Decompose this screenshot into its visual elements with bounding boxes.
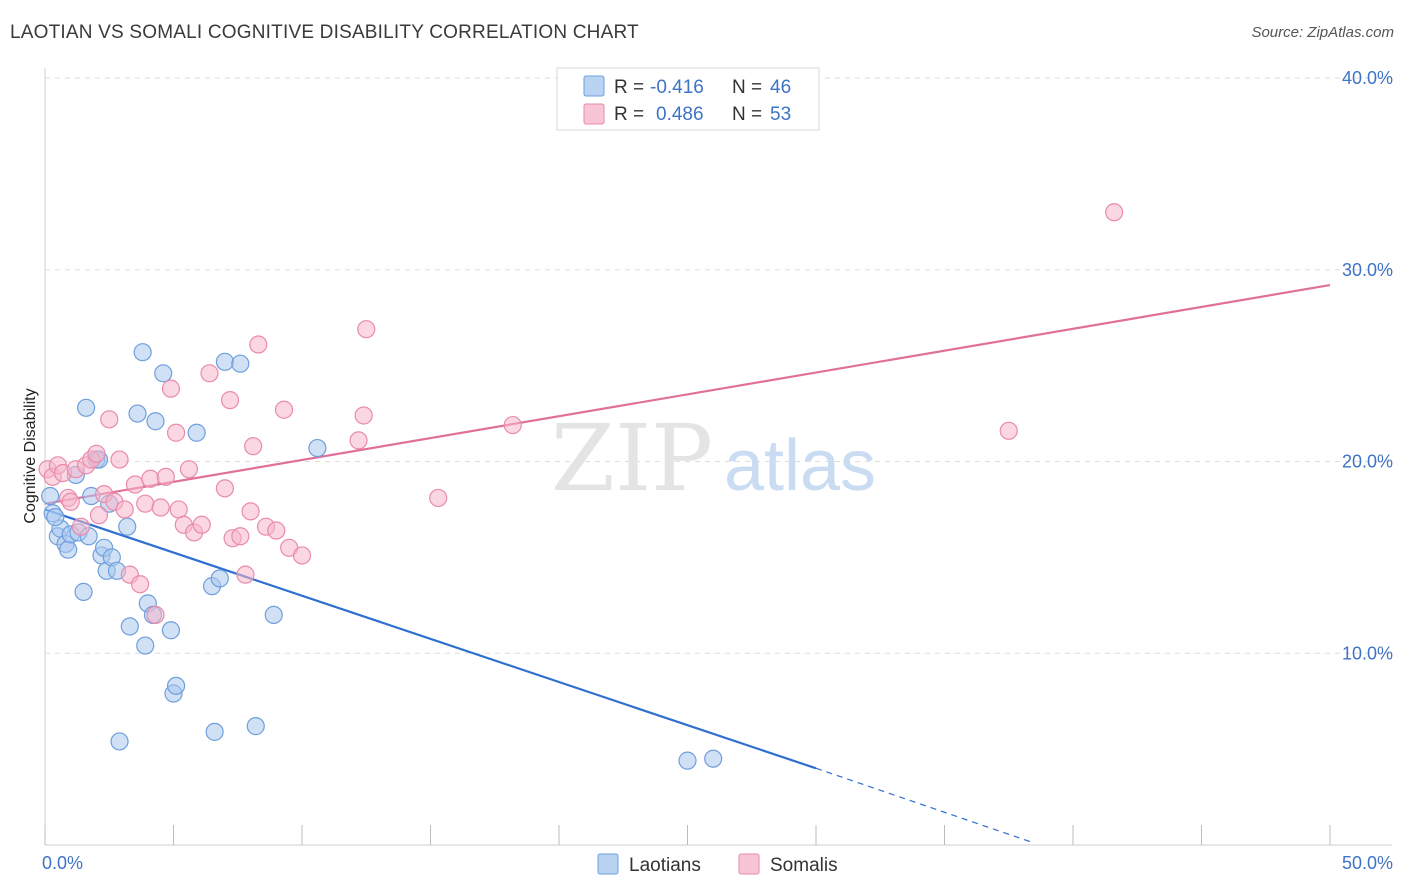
- trend-extension-laotians: [815, 767, 1035, 844]
- point-laotians-31: [166, 676, 186, 695]
- y-tick-label-30: 30.0%: [1342, 260, 1393, 280]
- point-somalis-31: [192, 515, 211, 534]
- point-somalis-25: [161, 379, 181, 398]
- tick-labels: 10.0% 20.0% 30.0% 40.0% 0.0% 50.0%: [42, 68, 1393, 873]
- watermark-atlas: atlas: [724, 426, 876, 506]
- point-laotians-23: [133, 343, 152, 362]
- y-tick-label-40: 40.0%: [1342, 68, 1393, 88]
- point-somalis-23: [151, 498, 170, 517]
- stats-legend: R = -0.416 N = 46 R = 0.486 N = 53: [556, 67, 820, 131]
- point-laotians-34: [205, 722, 224, 741]
- point-somalis-45: [292, 546, 312, 565]
- legend-label-laotians: Laotians: [629, 855, 701, 876]
- axes: [44, 68, 1392, 846]
- point-somalis-46: [349, 431, 368, 450]
- stats-legend-n-value-somalis: 53: [770, 104, 791, 125]
- point-somalis-47: [354, 406, 373, 425]
- point-somalis-19: [130, 575, 150, 594]
- point-somalis-29: [179, 460, 199, 479]
- chart-title: LAOTIAN VS SOMALI COGNITIVE DISABILITY C…: [10, 22, 639, 43]
- point-laotians-43: [46, 508, 65, 527]
- stats-legend-n-value-laotians: 46: [770, 77, 791, 98]
- stats-legend-r-value-laotians: -0.416: [650, 77, 704, 98]
- point-laotians-9: [74, 582, 93, 601]
- legend-swatch-somalis: [738, 853, 760, 875]
- point-somalis-38: [241, 502, 260, 521]
- point-somalis-49: [429, 488, 448, 508]
- watermark: ZIP atlas: [551, 405, 876, 512]
- point-laotians-27: [146, 412, 165, 431]
- point-laotians-21: [120, 617, 139, 636]
- chart-source: Source: ZipAtlas.com: [1251, 24, 1394, 41]
- trend-lines: [44, 284, 1331, 844]
- point-somalis-21: [141, 469, 160, 488]
- point-somalis-10: [87, 444, 106, 463]
- point-laotians-24: [136, 636, 155, 655]
- point-laotians-5: [59, 540, 78, 559]
- y-tick-label-20: 20.0%: [1342, 452, 1393, 472]
- point-laotians-20: [118, 517, 137, 536]
- point-somalis-52: [1105, 203, 1124, 222]
- point-laotians-28: [154, 364, 173, 383]
- point-somalis-11: [89, 506, 109, 525]
- point-laotians-38: [246, 717, 265, 736]
- legend-swatch-laotians: [597, 853, 619, 875]
- point-laotians-19: [110, 732, 129, 751]
- stats-legend-r-label-somalis: R =: [614, 104, 644, 125]
- point-laotians-29: [161, 621, 181, 640]
- point-somalis-48: [357, 320, 376, 339]
- point-somalis-20: [136, 494, 155, 513]
- point-somalis-26: [166, 423, 186, 442]
- point-laotians-36: [215, 352, 234, 371]
- point-somalis-16: [115, 500, 134, 519]
- point-laotians-0: [41, 486, 60, 506]
- point-laotians-40: [308, 438, 327, 458]
- point-somalis-5: [61, 492, 80, 511]
- legend-label-somalis: Somalis: [770, 855, 838, 876]
- point-somalis-15: [110, 450, 129, 469]
- point-somalis-18: [125, 475, 145, 494]
- point-somalis-43: [274, 400, 294, 419]
- point-somalis-24: [156, 467, 175, 486]
- data-points: [38, 203, 1124, 770]
- point-laotians-35: [210, 569, 229, 588]
- point-somalis-34: [220, 391, 240, 410]
- trend-line-laotians: [44, 508, 817, 770]
- point-somalis-37: [236, 565, 255, 584]
- stats-legend-swatch-laotians: [583, 75, 605, 97]
- point-somalis-32: [200, 364, 219, 383]
- point-somalis-7: [71, 517, 91, 536]
- x-tick-label-50: 50.0%: [1342, 853, 1393, 873]
- stats-legend-n-label-somalis: N =: [732, 104, 762, 125]
- point-somalis-22: [146, 605, 165, 625]
- point-somalis-39: [244, 437, 263, 456]
- point-somalis-36: [231, 527, 250, 546]
- point-somalis-42: [267, 521, 286, 540]
- point-somalis-40: [249, 335, 268, 354]
- point-laotians-37: [231, 354, 250, 373]
- stats-legend-swatch-somalis: [583, 103, 605, 125]
- y-axis-title: Cognitive Disability: [22, 388, 39, 523]
- x-tick-label-0: 0.0%: [42, 853, 83, 873]
- point-somalis-27: [169, 500, 188, 519]
- series-legend: Laotians Somalis: [597, 853, 838, 876]
- point-laotians-32: [187, 423, 206, 442]
- point-somalis-33: [215, 479, 234, 498]
- y-tick-label-10: 10.0%: [1342, 643, 1393, 663]
- point-laotians-41: [678, 751, 697, 770]
- stats-legend-r-value-somalis: 0.486: [656, 104, 704, 125]
- point-laotians-42: [704, 749, 723, 768]
- trend-line-somalis: [44, 284, 1331, 505]
- point-somalis-51: [999, 421, 1018, 440]
- point-laotians-39: [264, 605, 283, 625]
- point-somalis-13: [100, 410, 119, 429]
- stats-legend-n-label-laotians: N =: [732, 77, 762, 98]
- watermark-zip: ZIP: [551, 405, 713, 512]
- stats-legend-r-label-laotians: R =: [614, 77, 644, 98]
- point-laotians-10: [77, 398, 96, 417]
- point-somalis-50: [503, 415, 522, 435]
- point-laotians-22: [128, 404, 147, 423]
